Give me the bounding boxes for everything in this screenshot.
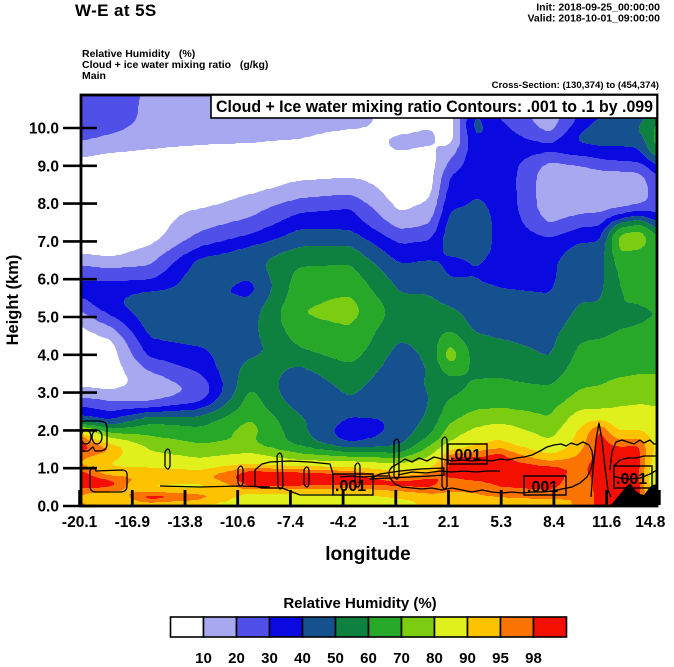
svg-text:-4.2: -4.2 <box>330 514 357 531</box>
svg-text:0.0: 0.0 <box>37 499 59 516</box>
svg-text:70: 70 <box>393 650 410 667</box>
svg-text:2.0: 2.0 <box>37 423 59 440</box>
svg-text:Init: 2018-09-25_00:00:00: Init: 2018-09-25_00:00:00 <box>536 2 660 14</box>
svg-text:Cross-Section: (130,374) to (4: Cross-Section: (130,374) to (454,374) <box>492 80 659 91</box>
svg-text:-16.9: -16.9 <box>115 514 151 531</box>
svg-text:10: 10 <box>195 650 212 667</box>
svg-text:Height (km): Height (km) <box>4 255 22 346</box>
svg-text:8.0: 8.0 <box>37 196 59 213</box>
svg-text:1.0: 1.0 <box>37 461 59 478</box>
svg-text:longitude: longitude <box>325 544 410 565</box>
svg-text:Cloud + ice water mixing ratio: Cloud + ice water mixing ratio (g/kg) <box>82 59 268 71</box>
svg-text:20: 20 <box>228 650 245 667</box>
svg-text:11.6: 11.6 <box>592 514 622 531</box>
svg-text:4.0: 4.0 <box>37 347 59 364</box>
svg-text:Valid: 2018-10-01_09:00:00: Valid: 2018-10-01_09:00:00 <box>527 13 660 25</box>
svg-text:5.0: 5.0 <box>37 310 59 327</box>
svg-text:-1.1: -1.1 <box>382 514 409 531</box>
svg-text:50: 50 <box>327 650 344 667</box>
svg-text:40: 40 <box>294 650 311 667</box>
svg-text:60: 60 <box>360 650 377 667</box>
svg-text:14.8: 14.8 <box>635 514 666 531</box>
svg-text:8.4: 8.4 <box>543 514 565 531</box>
svg-text:2.1: 2.1 <box>438 514 460 531</box>
svg-text:W-E at 5S: W-E at 5S <box>75 1 157 20</box>
svg-text:-10.6: -10.6 <box>220 514 256 531</box>
svg-text:Relative Humidity (%): Relative Humidity (%) <box>82 48 195 60</box>
svg-text:7.0: 7.0 <box>37 234 59 251</box>
svg-text:-13.8: -13.8 <box>167 514 203 531</box>
svg-text:3.0: 3.0 <box>37 385 59 402</box>
svg-text:80: 80 <box>426 650 443 667</box>
svg-text:5.3: 5.3 <box>490 514 512 531</box>
svg-text:6.0: 6.0 <box>37 272 59 289</box>
svg-text:Cloud + Ice water mixing ratio: Cloud + Ice water mixing ratio Contours:… <box>216 97 653 116</box>
svg-text:Main: Main <box>82 70 106 82</box>
svg-text:-7.4: -7.4 <box>277 514 304 531</box>
svg-text:9.0: 9.0 <box>37 158 59 175</box>
svg-text:98: 98 <box>525 650 542 667</box>
svg-text:10.0: 10.0 <box>29 121 59 138</box>
svg-text:30: 30 <box>261 650 278 667</box>
svg-text:.001: .001 <box>616 471 647 488</box>
svg-text:Relative Humidity (%): Relative Humidity (%) <box>283 595 436 612</box>
svg-text:90: 90 <box>459 650 476 667</box>
svg-text:95: 95 <box>492 650 509 667</box>
svg-text:.001: .001 <box>450 447 481 464</box>
svg-text:-20.1: -20.1 <box>62 514 98 531</box>
svg-text:.001: .001 <box>335 478 366 495</box>
svg-text:.001: .001 <box>527 479 558 496</box>
